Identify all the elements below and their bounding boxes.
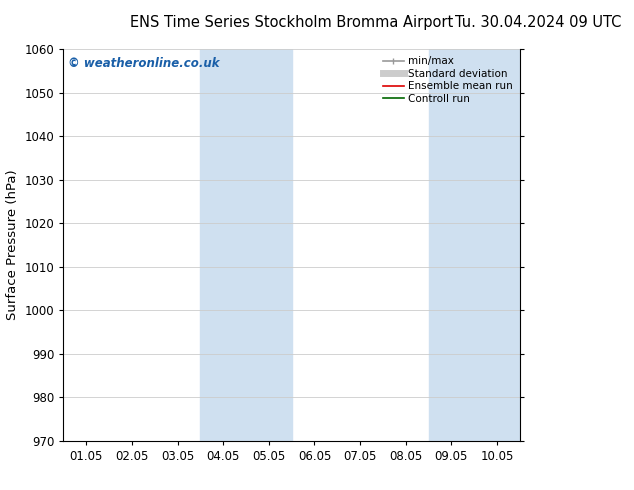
Text: © weatheronline.co.uk: © weatheronline.co.uk [68, 57, 219, 70]
Y-axis label: Surface Pressure (hPa): Surface Pressure (hPa) [6, 170, 19, 320]
Bar [200, 49, 292, 441]
Bar [429, 49, 520, 441]
Text: Tu. 30.04.2024 09 UTC: Tu. 30.04.2024 09 UTC [455, 15, 621, 30]
Legend: min/max, Standard deviation, Ensemble mean run, Controll run: min/max, Standard deviation, Ensemble me… [378, 52, 517, 108]
Text: ENS Time Series Stockholm Bromma Airport: ENS Time Series Stockholm Bromma Airport [130, 15, 453, 30]
